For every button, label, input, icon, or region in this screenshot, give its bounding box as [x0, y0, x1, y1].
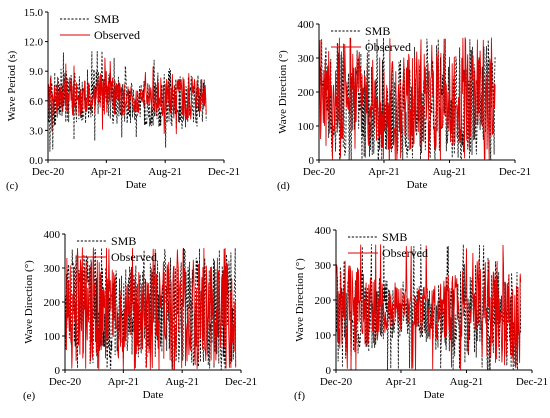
series-line-observed [48, 57, 207, 135]
legend-label-observed: Observed [94, 28, 140, 42]
panel-label: (f) [294, 390, 305, 402]
x-axis-title: Date [407, 179, 428, 191]
y-tick-label: 200 [315, 295, 332, 307]
y-tick-label: 0 [309, 155, 315, 167]
y-tick-label: 200 [44, 297, 61, 309]
x-tick-label: Aug-21 [433, 166, 467, 178]
y-axis-title: Wave Direction (°) [277, 50, 289, 134]
series-line-smb [336, 243, 522, 370]
x-axis-title: Date [424, 389, 445, 401]
x-tick-label: Dec-21 [499, 166, 531, 178]
y-tick-label: 0 [55, 365, 61, 377]
x-tick-label: Dec-20 [303, 166, 336, 178]
y-tick-label: 3.0 [29, 125, 43, 137]
y-tick-label: 100 [298, 121, 315, 133]
y-tick-label: 300 [315, 260, 332, 272]
y-tick-label: 15.0 [24, 7, 44, 19]
panel-e: 0 100 200 300 400 Dec-20 Apr-21 Aug-21 Dec-21 Dat… [23, 229, 257, 402]
x-tick-label: Apr-21 [385, 376, 417, 388]
x-tick-label: Dec-21 [225, 376, 257, 388]
x-tick-label: Aug-21 [450, 376, 484, 388]
series-line-smb [319, 37, 496, 160]
y-tick-label: 400 [298, 19, 315, 31]
x-tick-label: Dec-20 [49, 376, 82, 388]
y-tick-label: 0.0 [29, 155, 43, 167]
x-tick-label: Dec-21 [516, 376, 548, 388]
legend: SMB Observed [348, 230, 428, 260]
panel-c: 0.0 3.0 6.0 9.0 12.0 15.0 Dec-20 Apr-21 Aug-21 De… [6, 7, 240, 192]
legend-label-smb: SMB [111, 234, 136, 248]
legend-label-smb: SMB [94, 12, 119, 26]
x-tick-label: Aug-21 [148, 166, 182, 178]
series-line-observed [319, 37, 496, 160]
y-tick-label: 400 [315, 225, 332, 237]
legend: SMB Observed [77, 234, 157, 264]
legend: SMB Observed [60, 12, 140, 42]
y-axis-title: Wave Direction (°) [23, 260, 35, 344]
y-tick-label: 6.0 [29, 96, 43, 108]
y-tick-label: 9.0 [29, 66, 43, 78]
y-tick-label: 400 [44, 229, 61, 241]
y-tick-label: 300 [298, 53, 315, 65]
panel-label: (c) [6, 180, 19, 192]
legend-label-observed: Observed [111, 250, 157, 264]
legend-label-observed: Observed [365, 40, 411, 54]
y-axis-title: Wave Direction (°) [294, 258, 306, 342]
legend-label-observed: Observed [382, 246, 428, 260]
legend-label-smb: SMB [365, 24, 390, 38]
panel-label: (d) [277, 180, 290, 192]
y-tick-label: 300 [44, 263, 61, 275]
x-axis-title: Date [143, 389, 164, 401]
series-line-observed [336, 244, 522, 370]
legend: SMB Observed [331, 24, 411, 54]
y-tick-label: 100 [315, 330, 332, 342]
panel-d: 0 100 200 300 400 Dec-20 Apr-21 Aug-21 Dec-21 Dat… [277, 19, 531, 192]
panel-f: 0 100 200 300 400 Dec-20 Apr-21 Aug-21 Dec-21 Dat… [294, 225, 548, 402]
x-axis-title: Date [126, 179, 147, 191]
x-tick-label: Apr-21 [368, 166, 400, 178]
panel-label: (e) [23, 390, 36, 402]
series-line-observed [65, 247, 237, 370]
x-tick-label: Dec-21 [208, 166, 240, 178]
y-tick-label: 200 [298, 87, 315, 99]
x-tick-label: Apr-21 [91, 166, 123, 178]
x-tick-label: Dec-20 [32, 166, 65, 178]
y-axis-title: Wave Period (s) [6, 50, 18, 121]
x-tick-label: Apr-21 [108, 376, 140, 388]
y-tick-label: 0 [326, 365, 332, 377]
x-tick-label: Aug-21 [165, 376, 199, 388]
y-tick-label: 12.0 [24, 37, 44, 49]
x-tick-label: Dec-20 [320, 376, 353, 388]
y-tick-label: 100 [44, 331, 61, 343]
legend-label-smb: SMB [382, 230, 407, 244]
